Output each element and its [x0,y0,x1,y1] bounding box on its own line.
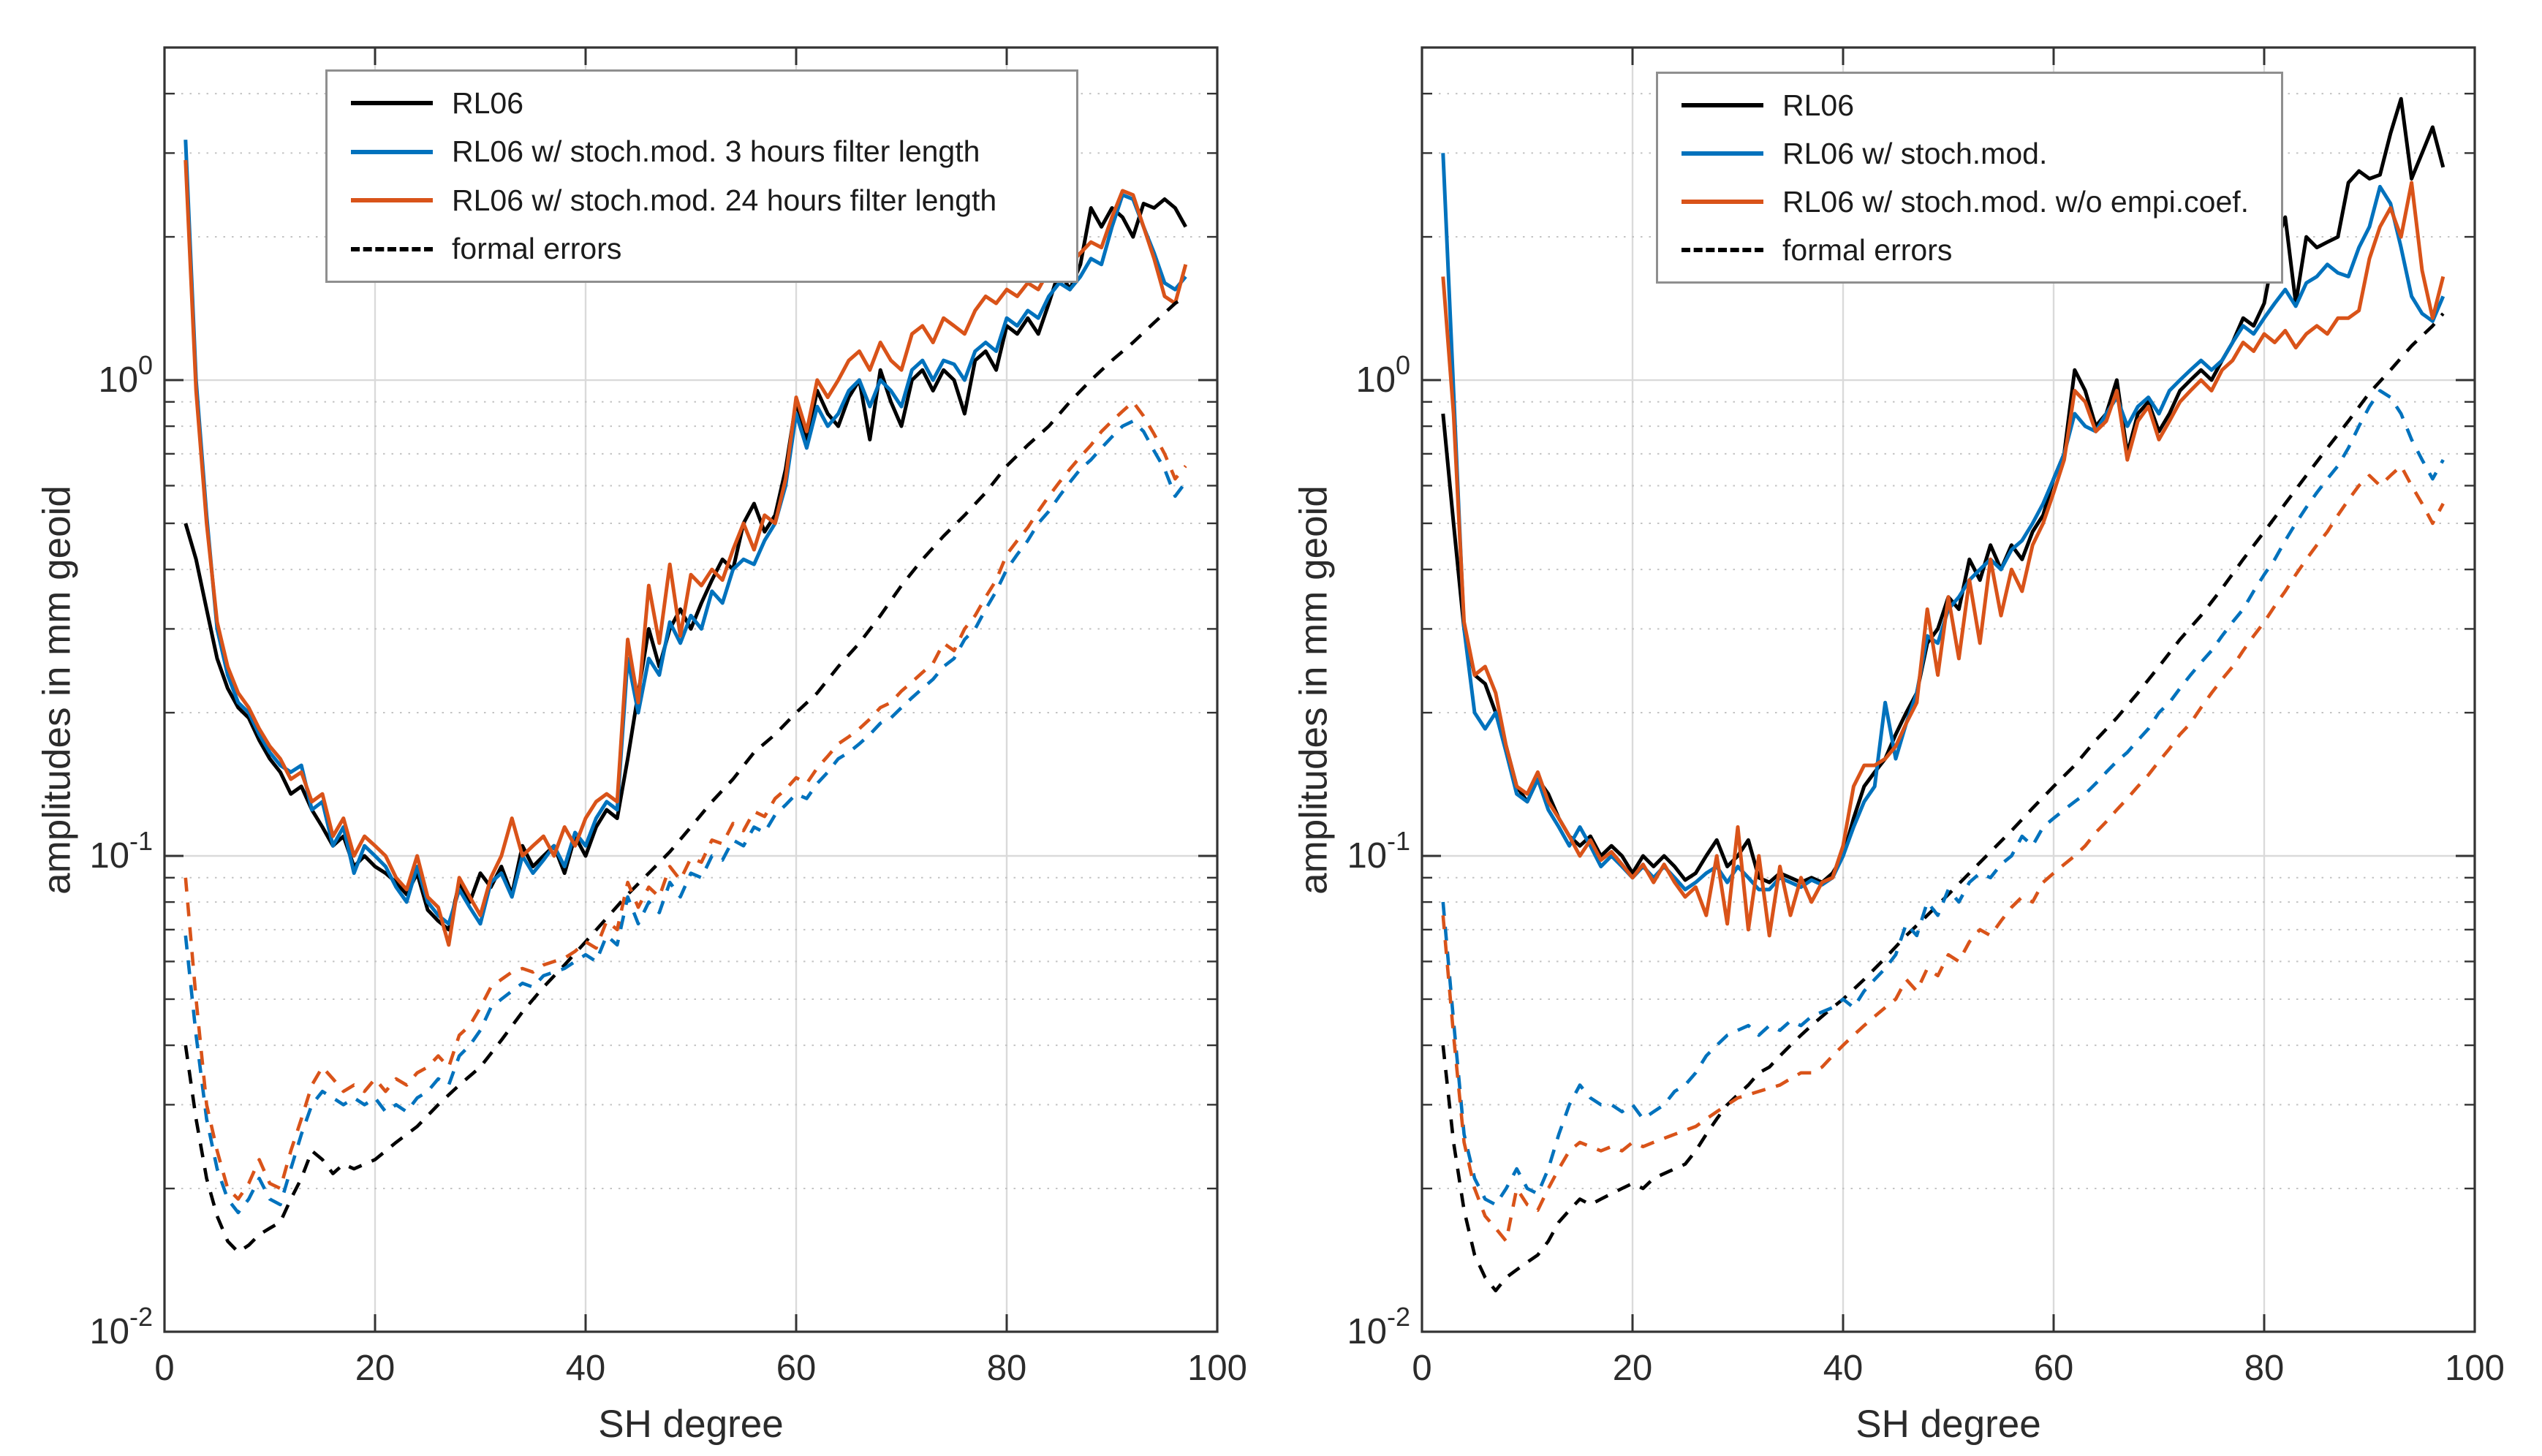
series-formal-errors-w-o-empi-coef- [1441,464,2445,1243]
x-tick-label: 0 [1412,1349,1431,1388]
x-tick-label: 100 [2445,1349,2505,1388]
x-tick-label: 60 [776,1349,817,1388]
left-panel: 0 20 40 60 80 100 100 10-1 10-2 [89,46,1247,1388]
y-axis-label-right: amplitudes in mm geoid [1292,485,1336,895]
y-tick-label: 100 [98,350,153,400]
series-group [1441,96,2445,1293]
y-tick-label: 10-2 [1347,1302,1410,1351]
series-formal-errors-24-hours [184,400,1187,1201]
x-axis-label-right: SH degree [1856,1403,2041,1446]
legend-item: formal errors [351,232,1076,266]
legend-left: RL06 RL06 w/ stoch.mod. 3 hours filter l… [325,69,1078,283]
legend-label: RL06 w/ stoch.mod. 24 hours filter lengt… [452,183,997,217]
legend-item: RL06 [351,86,1076,121]
legend-line-sample-blue [351,149,433,154]
legend-item: RL06 w/ stoch.mod. [1682,137,2281,171]
legend-right: RL06 RL06 w/ stoch.mod. RL06 w/ stoch.mo… [1656,72,2283,284]
legend-line-sample-dashed [351,246,433,251]
series-formal-errors [1441,312,2445,1293]
series-rl06-w-stoch-mod-24-hours-filter-length [184,159,1188,947]
x-tick-label: 60 [2034,1349,2074,1388]
legend-line-sample-black [1682,103,1763,107]
legend-item: RL06 w/ stoch.mod. 24 hours filter lengt… [351,183,1076,218]
legend-label: formal errors [452,232,622,266]
x-tick-label: 100 [1187,1349,1247,1388]
y-tick-label: 10-1 [89,826,153,876]
legend-line-sample-black [351,101,433,106]
series-rl06 [184,197,1187,932]
x-tick-label: 40 [1823,1349,1864,1388]
x-tick-label: 20 [1613,1349,1653,1388]
axes: 0 20 40 60 80 100 100 10-1 10-2 [89,46,1247,1388]
legend-line-sample-dashed [1682,248,1763,252]
series-formal-errors-3-hours [184,419,1187,1215]
legend-item: RL06 [1682,88,2281,123]
series-rl06-w-stoch-mod-3-hours-filter-length [184,140,1187,926]
series-formal-errors [184,295,1187,1254]
y-tick-label: 10-2 [89,1302,153,1351]
legend-line-sample-orange [351,198,433,203]
x-tick-label: 20 [355,1349,396,1388]
x-tick-label: 40 [566,1349,606,1388]
x-tick-label: 80 [987,1349,1027,1388]
y-tick-label: 10-1 [1347,826,1410,876]
right-panel: 0 20 40 60 80 100 100 10-1 10-2 [1347,46,2505,1388]
legend-item: RL06 w/ stoch.mod. 3 hours filter length [351,134,1076,169]
legend-label: RL06 w/ stoch.mod. 3 hours filter length [452,134,980,169]
legend-line-sample-blue [1682,151,1763,156]
axes: 0 20 40 60 80 100 100 10-1 10-2 [1347,46,2505,1388]
legend-label: RL06 [1782,88,1855,122]
series-group [184,140,1188,1254]
x-tick-label: 0 [154,1349,174,1388]
legend-line-sample-orange [1682,200,1763,204]
series-formal-errors-stoch-mod- [1441,389,2445,1207]
y-tick-label: 100 [1355,350,1410,400]
legend-item: formal errors [1682,233,2281,268]
y-axis-label-left: amplitudes in mm geoid [35,485,79,895]
legend-label: formal errors [1782,232,1953,267]
series-rl06-w-stoch-mod-w-o-empi-coef- [1441,181,2445,938]
legend-label: RL06 [452,86,524,120]
x-axis-label-left: SH degree [598,1403,784,1446]
x-tick-label: 80 [2244,1349,2285,1388]
legend-item: RL06 w/ stoch.mod. w/o empi.coef. [1682,185,2281,219]
legend-label: RL06 w/ stoch.mod. [1782,136,2048,170]
legend-label: RL06 w/ stoch.mod. w/o empi.coef. [1782,184,2250,219]
